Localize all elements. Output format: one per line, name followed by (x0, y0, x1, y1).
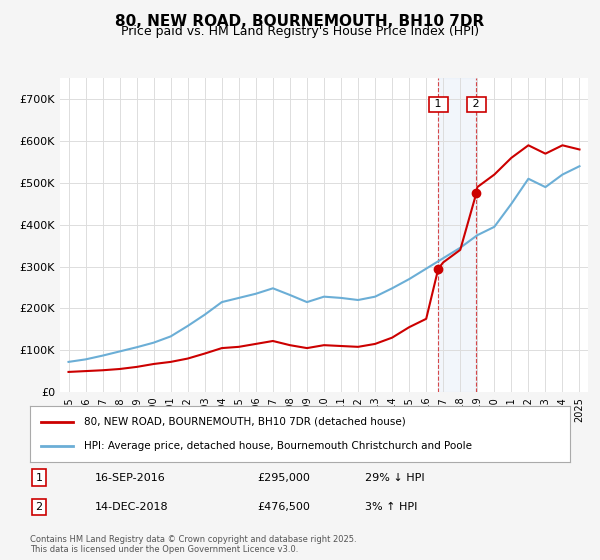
Text: Price paid vs. HM Land Registry's House Price Index (HPI): Price paid vs. HM Land Registry's House … (121, 25, 479, 38)
Text: Contains HM Land Registry data © Crown copyright and database right 2025.
This d: Contains HM Land Registry data © Crown c… (30, 535, 356, 554)
Text: £295,000: £295,000 (257, 473, 310, 483)
Text: 80, NEW ROAD, BOURNEMOUTH, BH10 7DR (detached house): 80, NEW ROAD, BOURNEMOUTH, BH10 7DR (det… (84, 417, 406, 427)
Bar (438, 78, 476, 392)
Text: 2: 2 (35, 502, 43, 512)
Text: HPI: Average price, detached house, Bournemouth Christchurch and Poole: HPI: Average price, detached house, Bour… (84, 441, 472, 451)
Text: 16-SEP-2016: 16-SEP-2016 (95, 473, 166, 483)
Text: 29% ↓ HPI: 29% ↓ HPI (365, 473, 424, 483)
Text: 14-DEC-2018: 14-DEC-2018 (95, 502, 169, 512)
Text: 1: 1 (35, 473, 43, 483)
Text: 80, NEW ROAD, BOURNEMOUTH, BH10 7DR: 80, NEW ROAD, BOURNEMOUTH, BH10 7DR (115, 14, 485, 29)
Text: 1: 1 (431, 99, 445, 109)
Text: £476,500: £476,500 (257, 502, 310, 512)
Text: 2: 2 (469, 99, 484, 109)
Text: 3% ↑ HPI: 3% ↑ HPI (365, 502, 417, 512)
